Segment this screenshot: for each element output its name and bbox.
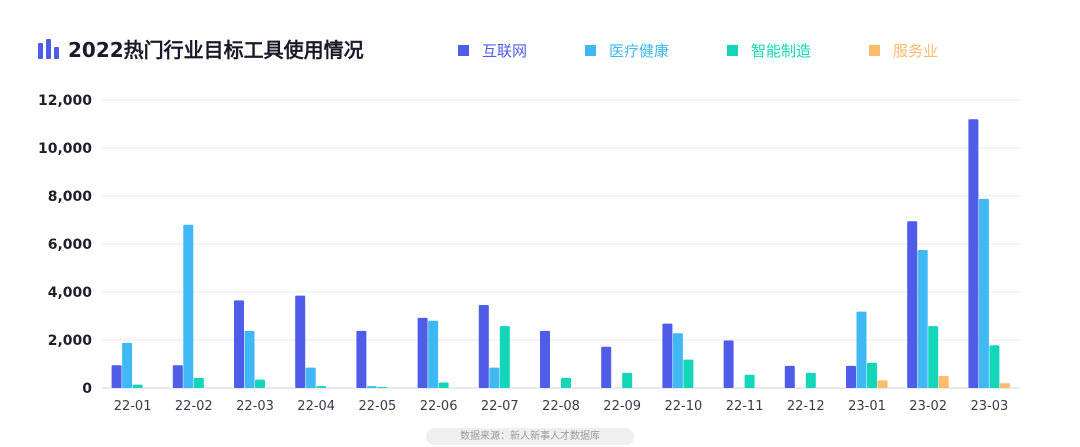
legend-item[interactable]: 医疗健康 bbox=[585, 40, 669, 61]
bar bbox=[489, 367, 500, 388]
chart-title: 2022热门行业目标工具使用情况 bbox=[38, 34, 364, 63]
chart-legend: 互联网 医疗健康 智能制造 服务业 bbox=[458, 40, 996, 61]
bar bbox=[784, 365, 795, 388]
legend-label: 互联网 bbox=[482, 42, 528, 60]
x-tick-label: 22-07 bbox=[481, 399, 519, 414]
bar bbox=[478, 304, 489, 388]
bar bbox=[978, 198, 989, 388]
bar bbox=[561, 377, 571, 388]
y-tick-label: 10,000 bbox=[38, 141, 92, 157]
x-tick-label: 22-03 bbox=[236, 399, 274, 414]
bar bbox=[540, 330, 550, 388]
x-tick-label: 23-02 bbox=[909, 399, 947, 414]
bar-chart-icon bbox=[38, 38, 59, 59]
bar bbox=[856, 311, 867, 388]
bar bbox=[295, 295, 306, 388]
legend-item[interactable]: 互联网 bbox=[458, 40, 527, 61]
bar bbox=[938, 376, 949, 388]
y-tick-label: 6,000 bbox=[48, 237, 93, 253]
y-tick-label: 0 bbox=[82, 381, 92, 397]
bar bbox=[723, 340, 734, 388]
bar bbox=[907, 221, 918, 388]
bar bbox=[499, 326, 510, 388]
legend-swatch bbox=[869, 45, 881, 56]
x-tick-label: 22-06 bbox=[420, 399, 458, 414]
bar bbox=[305, 367, 316, 388]
bar bbox=[877, 380, 888, 388]
bar bbox=[805, 372, 816, 388]
bar bbox=[601, 346, 612, 388]
x-tick-label: 22-04 bbox=[297, 399, 335, 414]
bar bbox=[193, 377, 204, 388]
bar bbox=[846, 365, 856, 388]
bar bbox=[183, 224, 194, 388]
bar bbox=[744, 374, 755, 388]
bar bbox=[356, 330, 367, 388]
bar bbox=[999, 383, 1010, 388]
y-tick-label: 4,000 bbox=[48, 285, 93, 301]
x-tick-label: 23-01 bbox=[848, 399, 886, 414]
bar bbox=[989, 345, 1000, 388]
legend-label: 服务业 bbox=[893, 42, 939, 60]
legend-item[interactable]: 智能制造 bbox=[727, 40, 811, 61]
legend-label: 智能制造 bbox=[751, 42, 812, 60]
x-tick-label: 22-02 bbox=[175, 399, 213, 414]
bar bbox=[244, 330, 255, 388]
bar bbox=[428, 320, 439, 388]
bar bbox=[662, 323, 673, 388]
x-tick-label: 22-05 bbox=[359, 399, 397, 414]
legend-swatch bbox=[585, 45, 597, 56]
page-title: 2022热门行业目标工具使用情况 bbox=[68, 38, 364, 62]
x-tick-label: 22-11 bbox=[726, 399, 764, 414]
legend-item[interactable]: 服务业 bbox=[869, 40, 938, 61]
bar bbox=[917, 250, 928, 388]
x-tick-label: 22-08 bbox=[542, 399, 580, 414]
bar bbox=[172, 365, 183, 388]
bar bbox=[672, 333, 683, 388]
bar bbox=[438, 382, 449, 388]
bar bbox=[111, 365, 122, 388]
bar bbox=[417, 317, 428, 388]
y-tick-label: 2,000 bbox=[48, 333, 93, 349]
bar bbox=[683, 359, 694, 388]
x-tick-label: 23-03 bbox=[971, 399, 1009, 414]
data-source-note: 数据来源：新人新事人才数据库 bbox=[426, 428, 634, 445]
bar bbox=[366, 386, 377, 388]
bar bbox=[968, 119, 979, 388]
x-tick-label: 22-12 bbox=[787, 399, 825, 414]
bar bbox=[377, 387, 388, 388]
legend-swatch bbox=[727, 45, 739, 56]
bar bbox=[132, 384, 143, 388]
legend-label: 医疗健康 bbox=[609, 42, 670, 60]
bar bbox=[316, 386, 327, 388]
y-tick-label: 12,000 bbox=[38, 93, 92, 109]
bar bbox=[867, 362, 877, 388]
y-tick-label: 8,000 bbox=[48, 189, 93, 205]
bar bbox=[928, 326, 939, 388]
x-tick-label: 22-09 bbox=[603, 399, 641, 414]
bar bbox=[255, 379, 265, 388]
bar bbox=[122, 342, 133, 388]
bar bbox=[234, 300, 244, 388]
x-tick-label: 22-01 bbox=[114, 399, 152, 414]
bar bbox=[622, 372, 633, 388]
legend-swatch bbox=[458, 45, 469, 56]
x-tick-label: 22-10 bbox=[665, 399, 703, 414]
